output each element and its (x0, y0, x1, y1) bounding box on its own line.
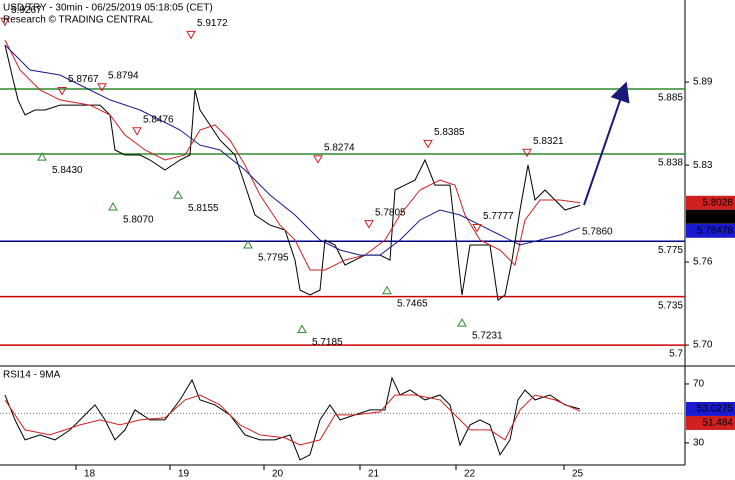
x-tick-label: 21 (368, 469, 380, 480)
annotation-label: 5.7231 (472, 331, 503, 342)
value-box-label: 5.8028 (702, 197, 733, 208)
annotation-label: 5.8430 (52, 165, 83, 176)
y-tick-label: 5.83 (693, 160, 713, 171)
triangle-down (132, 127, 142, 136)
series-line (4, 39, 581, 271)
y-tick-label: 5.89 (693, 77, 713, 88)
x-tick-label: 22 (464, 469, 476, 480)
annotation-label: 5.9267 (11, 5, 42, 16)
x-tick-label: 20 (272, 469, 284, 480)
triangle-up (37, 152, 47, 161)
annotation-label: 5.7185 (312, 337, 343, 348)
y-tick-label: 30 (693, 438, 705, 449)
annotation-label: 5.7805 (375, 207, 406, 218)
level-label: 5.885 (658, 93, 683, 104)
triangle-down (423, 139, 433, 149)
annotation-label: 5.7860 (582, 227, 613, 238)
triangle-down (472, 224, 482, 233)
x-tick-label: 18 (84, 469, 96, 480)
value-box-label: 51.484 (702, 418, 733, 429)
annotation-label: 5.7777 (483, 211, 514, 222)
y-tick-label: 70 (693, 379, 705, 390)
annotation-label: 5.8794 (108, 70, 139, 81)
annotation-label: 5.8321 (533, 136, 564, 147)
annotation-label: 5.8155 (188, 203, 219, 214)
triangle-down (97, 83, 107, 92)
series-line (4, 394, 581, 446)
triangle-down (364, 220, 374, 229)
triangle-down (57, 86, 67, 96)
value-box-label: 5.78478 (697, 225, 734, 236)
annotation-label: 5.8385 (434, 127, 465, 138)
triangle-up (108, 201, 118, 211)
triangle-down (0, 17, 10, 27)
value-box (686, 415, 735, 430)
x-tick-label: 25 (572, 469, 584, 480)
triangle-up (243, 240, 253, 249)
level-label: 5.838 (658, 158, 683, 169)
series-line (4, 376, 581, 461)
annotation-label: 5.8070 (123, 215, 154, 226)
triangle-down (522, 148, 532, 158)
annotation-label: 5.7465 (397, 298, 428, 309)
level-label: 5.7 (669, 349, 683, 360)
chart-subtitle: Research © TRADING CENTRAL (3, 15, 153, 26)
chart-title: USD/TRY - 30min - 06/25/2019 05:18:05 (C… (3, 3, 213, 14)
triangle-down (313, 155, 323, 164)
triangle-up (457, 318, 467, 327)
series-line (4, 44, 581, 256)
level-label: 5.735 (658, 300, 683, 311)
value-box (686, 195, 735, 210)
level-label: 5.775 (658, 245, 683, 256)
value-box (686, 401, 735, 416)
annotation-label: 5.8274 (324, 142, 355, 153)
triangle-down (186, 30, 196, 40)
triangle-up (173, 190, 183, 199)
triangle-up (382, 285, 392, 295)
y-tick-label: 5.76 (693, 257, 713, 268)
annotation-label: 5.7795 (258, 253, 289, 264)
annotation-label: 5.9172 (197, 18, 228, 29)
projection-arrow (583, 81, 630, 206)
x-tick-label: 19 (178, 469, 190, 480)
chart-title: RSI14 - 9MA (3, 370, 61, 381)
series-line (4, 44, 581, 301)
value-box (686, 209, 735, 224)
value-box-label: 53.0275 (697, 404, 734, 415)
annotation-label: 5.8476 (143, 114, 174, 125)
y-tick-label: 5.70 (693, 340, 713, 351)
annotation-label: 5.8767 (68, 74, 99, 85)
value-box (686, 223, 735, 238)
triangle-up (297, 324, 307, 333)
value-box-label: 5.8009 (702, 211, 733, 222)
